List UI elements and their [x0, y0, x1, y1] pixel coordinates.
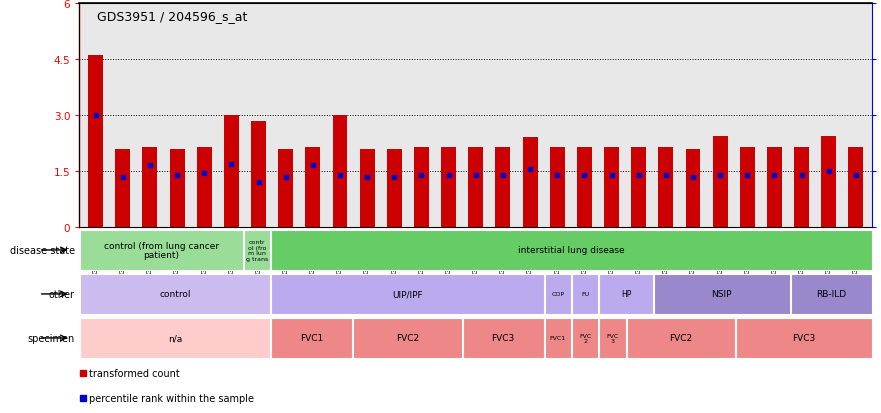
Bar: [599, 275, 653, 314]
Bar: [143, 147, 158, 228]
Text: other: other: [48, 289, 75, 299]
Bar: [604, 147, 619, 228]
Bar: [572, 275, 598, 314]
Bar: [626, 318, 735, 358]
Bar: [332, 116, 347, 228]
Bar: [251, 121, 266, 228]
Text: FVC1: FVC1: [550, 336, 566, 341]
Text: control: control: [159, 290, 190, 299]
Text: specimen: specimen: [27, 333, 75, 343]
Bar: [713, 136, 728, 228]
Text: UIP/IPF: UIP/IPF: [392, 290, 423, 299]
Bar: [278, 149, 293, 228]
Bar: [387, 149, 402, 228]
Bar: [599, 318, 626, 358]
Bar: [115, 149, 130, 228]
Text: interstitial lung disease: interstitial lung disease: [518, 246, 625, 255]
Bar: [80, 318, 270, 358]
Bar: [271, 318, 352, 358]
Text: NSIP: NSIP: [712, 290, 732, 299]
Text: disease state: disease state: [10, 245, 75, 255]
Text: percentile rank within the sample: percentile rank within the sample: [89, 394, 255, 404]
Bar: [463, 318, 544, 358]
Text: n/a: n/a: [168, 334, 182, 343]
Bar: [359, 149, 374, 228]
Bar: [572, 318, 598, 358]
Bar: [271, 230, 871, 270]
Text: FVC2: FVC2: [396, 334, 419, 343]
Bar: [791, 275, 871, 314]
Bar: [441, 147, 456, 228]
Text: FVC3: FVC3: [492, 334, 515, 343]
Bar: [658, 147, 673, 228]
Bar: [80, 230, 243, 270]
Bar: [169, 149, 184, 228]
Text: FVC1: FVC1: [300, 334, 323, 343]
Text: FU: FU: [581, 292, 589, 297]
Bar: [544, 318, 571, 358]
Text: contr
ol (fro
m lun
g trans: contr ol (fro m lun g trans: [246, 240, 268, 261]
Bar: [550, 147, 565, 228]
Bar: [767, 147, 782, 228]
Bar: [469, 147, 483, 228]
Bar: [88, 56, 103, 228]
Bar: [685, 149, 700, 228]
Bar: [271, 275, 544, 314]
Bar: [353, 318, 462, 358]
Text: GDS3951 / 204596_s_at: GDS3951 / 204596_s_at: [97, 10, 248, 23]
Text: FVC
2: FVC 2: [579, 333, 591, 343]
Bar: [306, 147, 321, 228]
Text: FVC3: FVC3: [792, 334, 816, 343]
Bar: [848, 147, 863, 228]
Bar: [224, 116, 239, 228]
Bar: [80, 275, 270, 314]
Text: HP: HP: [621, 290, 632, 299]
Bar: [495, 147, 510, 228]
Bar: [244, 230, 270, 270]
Bar: [794, 147, 809, 228]
Text: FVC2: FVC2: [670, 334, 692, 343]
Bar: [522, 138, 537, 228]
Text: transformed count: transformed count: [89, 368, 180, 378]
Bar: [414, 147, 429, 228]
Bar: [196, 147, 211, 228]
Bar: [740, 147, 755, 228]
Text: FVC
3: FVC 3: [606, 333, 618, 343]
Bar: [544, 275, 571, 314]
Bar: [577, 147, 592, 228]
Text: COP: COP: [552, 292, 564, 297]
Bar: [821, 136, 836, 228]
Bar: [736, 318, 871, 358]
Text: control (from lung cancer
patient): control (from lung cancer patient): [104, 241, 218, 260]
Text: RB-ILD: RB-ILD: [816, 290, 847, 299]
Bar: [631, 147, 646, 228]
Bar: [654, 275, 789, 314]
